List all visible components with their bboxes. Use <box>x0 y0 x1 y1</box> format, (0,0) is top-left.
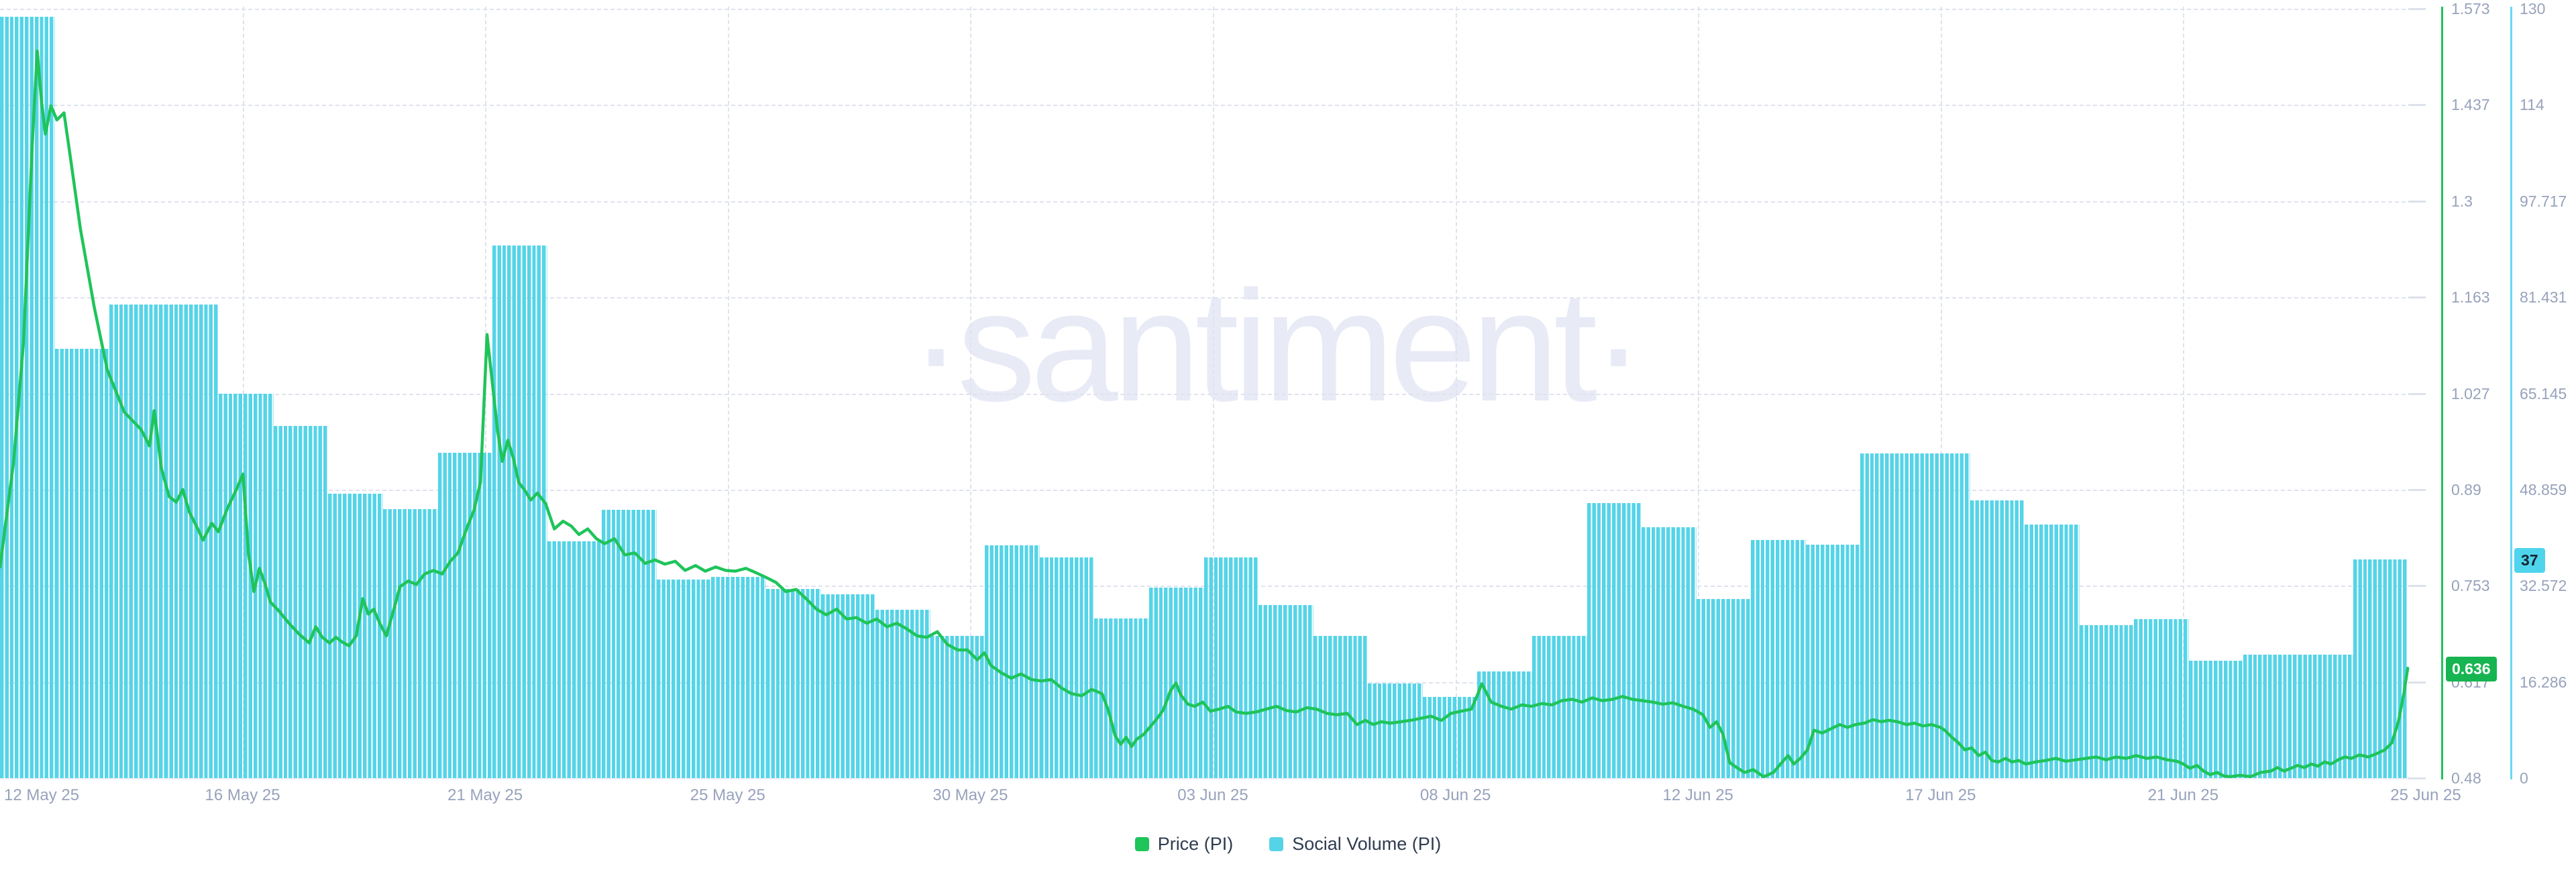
price-series-swatch-icon <box>1134 836 1149 851</box>
social-volume-bar <box>2353 559 2408 778</box>
v-gridline <box>1940 7 1942 778</box>
v-gridline <box>1213 7 1214 778</box>
social-volume-bar <box>1642 527 1697 778</box>
social-volume-bar <box>0 17 55 778</box>
social-volume-series-swatch-icon <box>1269 836 1284 851</box>
x-axis-date-label: 30 May 25 <box>932 786 1008 804</box>
social-tick-label: 0 <box>2520 769 2528 787</box>
price-tick-label: 0.89 <box>2451 480 2481 498</box>
price-tick-label: 1.573 <box>2451 0 2490 17</box>
v-gridline <box>727 7 729 778</box>
social-tick-label: 114 <box>2520 96 2544 114</box>
social-volume-bar <box>1203 557 1259 778</box>
social-volume-bar <box>2079 625 2135 778</box>
price-tick-label: 1.027 <box>2451 384 2490 402</box>
price-tick-label: 0.753 <box>2451 577 2490 595</box>
social-tick-label: 32.572 <box>2520 577 2567 595</box>
social-volume-bar <box>1970 500 2025 778</box>
tick-mark <box>2408 8 2426 10</box>
social-tick-label: 130 <box>2520 0 2546 17</box>
x-axis-date-label: 21 Jun 25 <box>2147 786 2219 804</box>
social-volume-bar <box>273 426 329 778</box>
tick-mark <box>2408 104 2426 107</box>
legend-social-volume-label: Social Volume (PI) <box>1292 833 1442 854</box>
social-tick-label: 65.145 <box>2520 384 2567 402</box>
x-axis-date-label: 25 Jun 25 <box>2390 786 2461 804</box>
social-tick-label: 16.286 <box>2520 673 2567 691</box>
social-volume-bar <box>1039 557 1095 778</box>
v-gridline <box>2183 7 2185 778</box>
x-axis-date-label: 12 May 25 <box>4 786 80 804</box>
social-volume-bar <box>875 610 930 778</box>
v-gridline <box>242 7 244 778</box>
social-volume-bar <box>437 452 493 778</box>
social-volume-bar <box>656 580 712 778</box>
social-axis-line <box>2510 7 2512 779</box>
x-axis-date-label: 03 Jun 25 <box>1177 786 1248 804</box>
tick-mark <box>2408 777 2426 779</box>
legend-item-price[interactable]: Price (PI) <box>1134 833 1234 855</box>
social-volume-bar <box>1915 453 1970 778</box>
legend-item-social-volume[interactable]: Social Volume (PI) <box>1269 834 1441 855</box>
social-volume-bar <box>711 577 766 778</box>
price-tick-label: 0.48 <box>2451 769 2481 787</box>
social-volume-bar <box>1696 598 1752 778</box>
price-value-badge: 0.636 <box>2446 657 2497 682</box>
social-volume-bar <box>109 305 164 778</box>
social-volume-bar <box>820 594 876 778</box>
x-axis-baseline <box>0 778 2426 779</box>
social-volume-bar <box>2188 661 2244 778</box>
social-volume-bar <box>1477 671 1532 778</box>
price-tick-label: 1.163 <box>2451 288 2490 307</box>
tick-mark <box>2408 585 2426 588</box>
social-volume-bar <box>1805 545 1861 778</box>
social-value-badge: 37 <box>2514 547 2545 573</box>
social-volume-bar <box>382 508 438 778</box>
social-volume-bar <box>1751 540 1806 778</box>
social-volume-bar <box>492 245 547 778</box>
social-volume-bar <box>2243 655 2298 778</box>
social-volume-bar <box>985 545 1040 778</box>
social-tick-label: 97.717 <box>2520 192 2567 210</box>
v-gridline <box>1455 7 1457 778</box>
price-axis-line <box>2441 7 2443 779</box>
social-volume-bar <box>1532 636 1587 778</box>
tick-mark <box>2408 681 2426 684</box>
v-gridline <box>970 7 972 778</box>
social-volume-bar <box>547 541 602 778</box>
tick-mark <box>2408 488 2426 491</box>
tick-mark <box>2408 296 2426 299</box>
social-volume-bar <box>1313 636 1368 778</box>
social-volume-bar <box>54 349 110 778</box>
social-volume-bar <box>2134 618 2189 778</box>
social-volume-bar <box>1587 502 1642 778</box>
social-volume-bar <box>2025 525 2080 778</box>
v-gridline <box>1698 7 1700 778</box>
social-volume-bar <box>1368 683 1423 778</box>
legend-price-label: Price (PI) <box>1157 833 1234 854</box>
social-volume-bar <box>765 588 821 778</box>
x-axis-date-label: 25 May 25 <box>690 786 765 804</box>
x-axis-date-label: 12 Jun 25 <box>1662 786 1733 804</box>
tick-mark <box>2408 392 2426 395</box>
price-tick-label: 1.3 <box>2451 192 2473 210</box>
social-tick-label: 48.859 <box>2520 480 2567 498</box>
legend: Price (PI) Social Volume (PI) <box>0 830 2576 857</box>
social-volume-bar <box>1258 605 1313 778</box>
x-axis-date-label: 08 Jun 25 <box>1419 786 1491 804</box>
social-tick-label: 81.431 <box>2520 288 2567 307</box>
x-axis-date-label: 17 Jun 25 <box>1905 786 1976 804</box>
x-axis-date-label: 16 May 25 <box>205 786 280 804</box>
x-axis-date-label: 21 May 25 <box>447 786 523 804</box>
price-tick-label: 1.437 <box>2451 96 2490 114</box>
social-volume-bar <box>164 305 219 778</box>
santiment-watermark: ·santiment· <box>910 258 1644 434</box>
tick-mark <box>2408 200 2426 203</box>
